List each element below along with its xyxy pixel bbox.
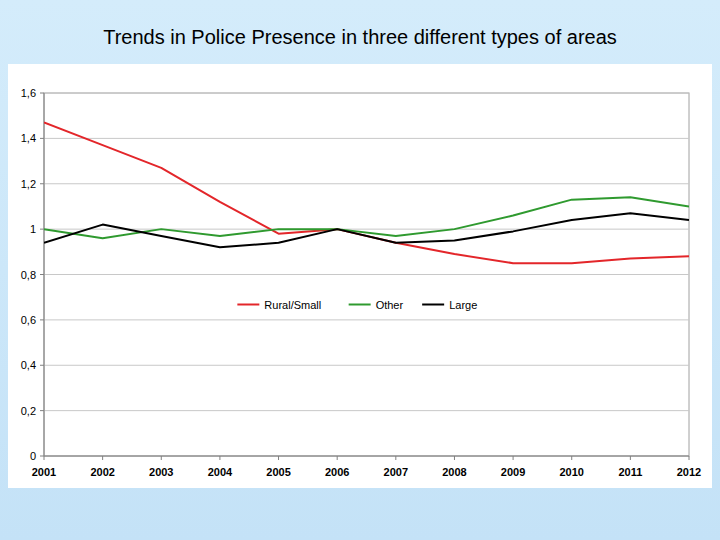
tick-mark xyxy=(102,456,103,460)
grid-line xyxy=(44,274,689,275)
y-tick-label: 0,2 xyxy=(21,405,36,417)
x-tick-label: 2004 xyxy=(208,466,233,478)
y-axis xyxy=(44,93,45,456)
y-tick-label: 1 xyxy=(30,223,36,235)
tick-mark xyxy=(219,456,220,460)
x-tick-label: 2012 xyxy=(677,466,701,478)
y-tick-label: 1,4 xyxy=(21,132,36,144)
chart-area xyxy=(8,64,712,488)
y-tick-label: 0,8 xyxy=(21,269,36,281)
legend: Rural/Small Other Large xyxy=(237,299,477,311)
tick-mark xyxy=(40,138,44,139)
tick-mark xyxy=(40,93,44,94)
y-tick-label: 0,4 xyxy=(21,359,36,371)
legend-label: Rural/Small xyxy=(264,299,321,311)
legend-swatch xyxy=(349,304,371,306)
y-tick-label: 1,6 xyxy=(21,87,36,99)
tick-mark xyxy=(513,456,514,460)
grid-line xyxy=(44,319,689,320)
title: Trends in Police Presence in three diffe… xyxy=(103,26,617,48)
tick-mark xyxy=(44,456,45,460)
chart: Trends in Police Presence in three diffe… xyxy=(0,0,720,540)
tick-mark xyxy=(40,274,44,275)
tick-mark xyxy=(337,456,338,460)
grid-line xyxy=(44,93,689,94)
x-tick-label: 2009 xyxy=(501,466,525,478)
tick-mark xyxy=(278,456,279,460)
x-tick-label: 2007 xyxy=(384,466,408,478)
x-tick-label: 2001 xyxy=(32,466,56,478)
tick-mark xyxy=(161,456,162,460)
grid-line xyxy=(44,138,689,139)
tick-mark xyxy=(40,229,44,230)
series-line xyxy=(44,122,689,263)
x-tick-label: 2005 xyxy=(266,466,290,478)
y-tick-label: 0 xyxy=(30,450,36,462)
series-group xyxy=(44,122,689,263)
x-axis xyxy=(44,456,689,457)
legend-swatch xyxy=(422,304,444,306)
grid-line xyxy=(44,229,689,230)
tick-mark xyxy=(40,410,44,411)
x-tick-label: 2010 xyxy=(559,466,583,478)
plot-area xyxy=(44,93,689,456)
tick-mark xyxy=(571,456,572,460)
x-tick-label: 2008 xyxy=(442,466,466,478)
legend-label: Other xyxy=(376,299,404,311)
tick-mark xyxy=(40,319,44,320)
grid-line xyxy=(44,183,689,184)
grid-line xyxy=(44,365,689,366)
tick-mark xyxy=(40,183,44,184)
series-line xyxy=(44,213,689,247)
legend-label: Large xyxy=(449,299,477,311)
x-tick-label: 2003 xyxy=(149,466,173,478)
legend-swatch xyxy=(237,304,259,306)
x-tick-label: 2011 xyxy=(618,466,642,478)
tick-mark xyxy=(454,456,455,460)
tick-mark xyxy=(630,456,631,460)
tick-mark xyxy=(395,456,396,460)
x-tick-label: 2002 xyxy=(90,466,114,478)
tick-mark xyxy=(40,456,44,457)
y-tick-label: 1,2 xyxy=(21,178,36,190)
x-tick-label: 2006 xyxy=(325,466,349,478)
grid-line xyxy=(44,456,689,457)
tick-mark xyxy=(689,456,690,460)
grid-line xyxy=(44,410,689,411)
y-tick-label: 0,6 xyxy=(21,314,36,326)
tick-mark xyxy=(40,365,44,366)
